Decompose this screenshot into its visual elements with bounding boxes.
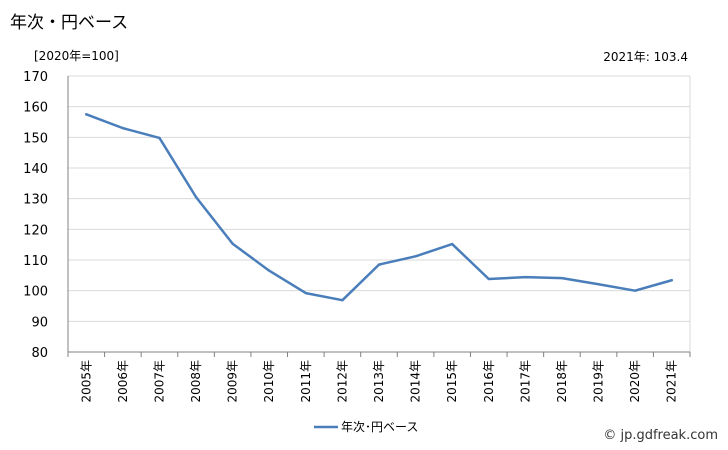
data-point (414, 255, 417, 258)
data-point (597, 283, 600, 286)
data-point (304, 291, 308, 295)
x-tick-label: 2019年 (592, 360, 606, 403)
series-layer (85, 113, 673, 302)
x-tick-label: 2013年 (372, 360, 386, 403)
x-tick-label: 2017年 (518, 360, 532, 403)
data-point (231, 242, 234, 245)
data-point (633, 289, 637, 292)
axes (67, 76, 691, 353)
x-tick-label: 2015年 (445, 360, 459, 403)
x-tick-label: 2007年 (152, 360, 166, 403)
data-point (487, 277, 490, 281)
x-tick-label: 2011年 (299, 360, 313, 403)
data-point (524, 275, 527, 279)
chart-title: 年次・円ベース (10, 13, 129, 33)
x-tick-label: 2008年 (189, 360, 203, 403)
x-tick-label: 2005年 (79, 360, 93, 403)
x-tick-label: 2012年 (335, 360, 349, 403)
data-point (670, 279, 673, 282)
y-tick-label: 100 (23, 285, 48, 300)
x-tick-label: 2020年 (628, 360, 642, 403)
unit-label: [2020年=100] (34, 49, 119, 63)
x-tick-label: 2009年 (226, 360, 240, 403)
legend-label: 年次･円ベース (341, 420, 418, 434)
x-axis-ticks: 2005年 2006年 2007年 2008年 2009年 2010年 2011年 2012年… (67, 352, 691, 403)
y-tick-label: 120 (23, 223, 48, 238)
x-tick-label: 2006年 (116, 360, 130, 403)
x-tick-label: 2021年 (665, 360, 679, 403)
y-tick-label: 90 (31, 315, 48, 330)
y-tick-label: 160 (23, 101, 48, 116)
x-tick-label: 2016年 (482, 360, 496, 403)
legend: 年次･円ベース (314, 420, 418, 434)
grid-lines (68, 75, 690, 322)
data-point (268, 269, 271, 272)
latest-value: 2021年: 103.4 (603, 50, 688, 64)
data-point (450, 242, 454, 246)
y-tick-label: 80 (31, 346, 48, 361)
series-line (85, 113, 673, 302)
data-point (377, 263, 381, 266)
y-tick-label: 170 (23, 70, 48, 85)
y-tick-label: 150 (23, 131, 48, 146)
x-tick-label: 2014年 (409, 360, 423, 403)
y-tick-label: 110 (23, 254, 48, 269)
data-point (194, 195, 198, 199)
data-point (85, 113, 88, 116)
x-tick-label: 2010年 (262, 360, 276, 403)
data-point (560, 276, 564, 280)
site-credit: © jp.gdfreak.com (603, 428, 718, 443)
y-axis-ticks: 80 90 100 110 120 130 140 150 160 170 (23, 70, 48, 361)
data-point (158, 136, 161, 140)
data-point (341, 298, 344, 302)
y-tick-label: 130 (23, 193, 48, 208)
y-tick-label: 140 (23, 162, 48, 177)
data-point (121, 126, 125, 130)
x-tick-label: 2018年 (555, 360, 569, 403)
